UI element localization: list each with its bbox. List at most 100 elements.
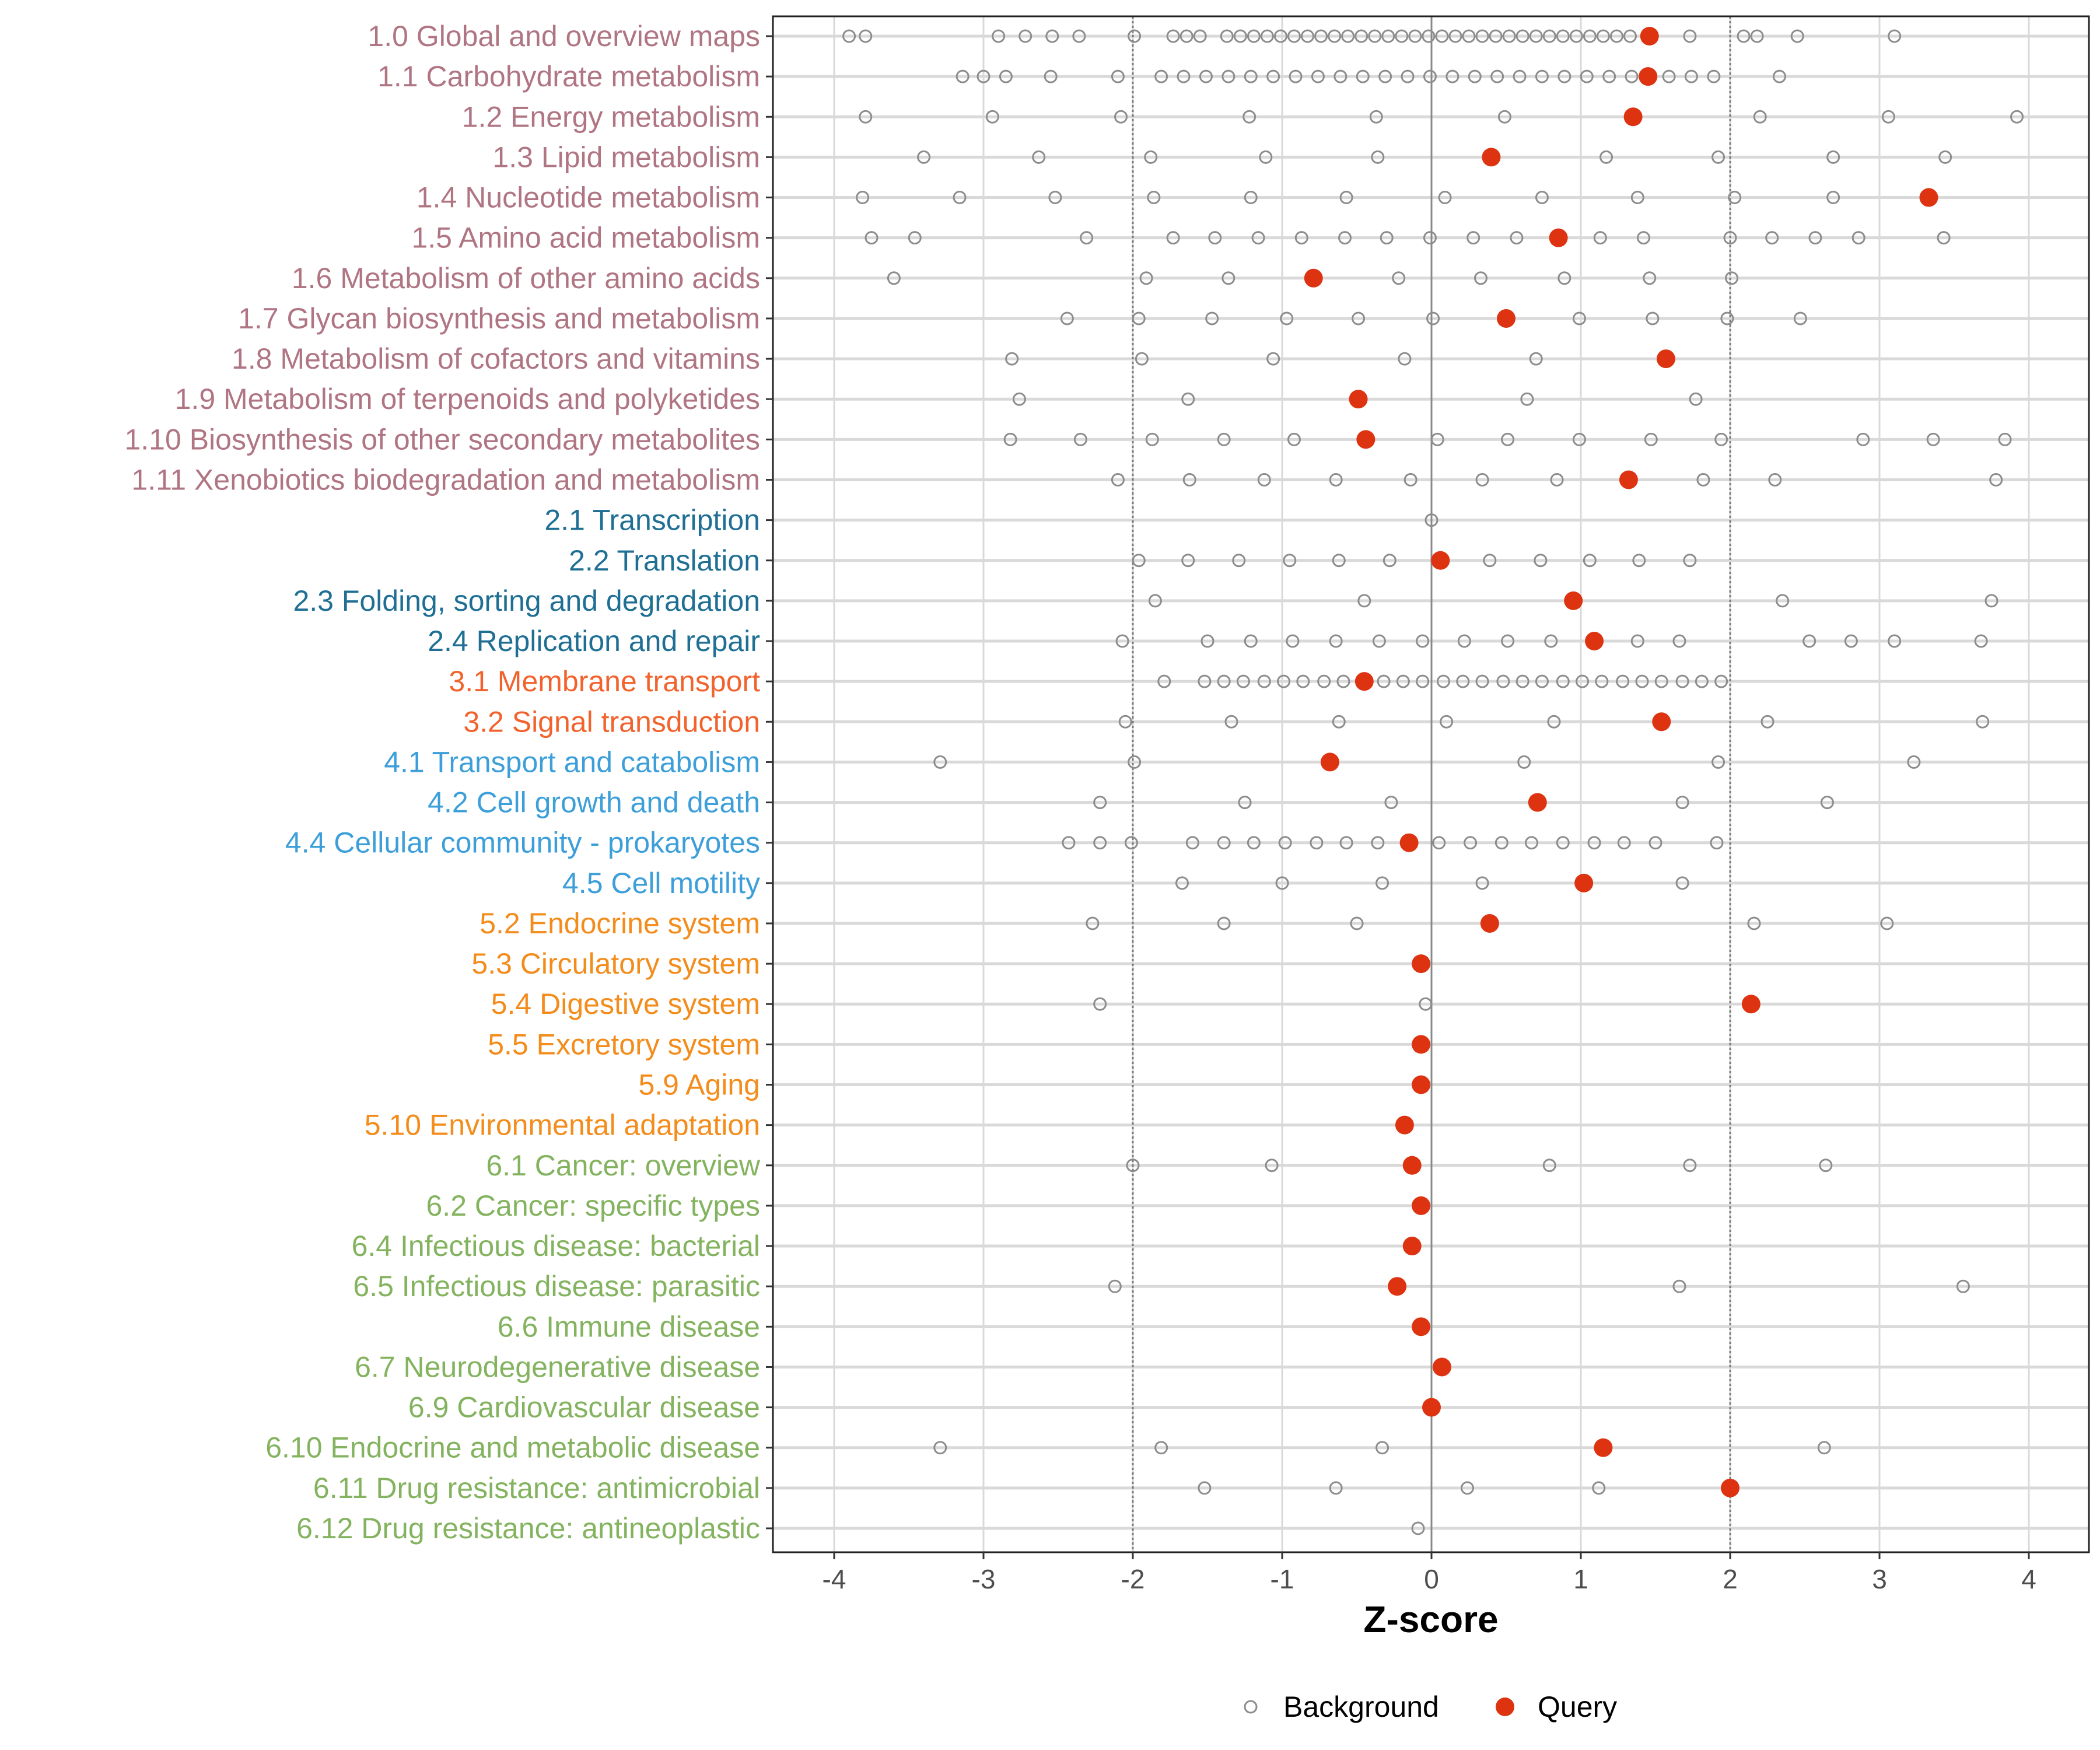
background-point xyxy=(1147,191,1161,205)
background-point xyxy=(1609,29,1623,43)
background-point xyxy=(1424,513,1438,527)
category-label: 6.4 Infectious disease: bacterial xyxy=(352,1230,760,1262)
background-point xyxy=(1080,231,1094,245)
background-point xyxy=(1093,997,1107,1011)
background-point xyxy=(1317,674,1331,688)
category-label: 1.10 Biosynthesis of other secondary met… xyxy=(124,423,760,456)
background-point xyxy=(1976,715,1990,729)
background-point xyxy=(1547,715,1561,729)
background-point xyxy=(956,69,970,83)
background-point xyxy=(1376,1441,1390,1455)
background-point xyxy=(1714,674,1728,688)
x-axis-title: Z-score xyxy=(1363,1598,1498,1640)
background-point xyxy=(953,191,967,205)
query-point xyxy=(1402,1156,1422,1175)
background-point xyxy=(1368,29,1382,43)
background-point xyxy=(1266,352,1280,366)
background-point xyxy=(1464,836,1478,850)
query-point xyxy=(1349,390,1368,409)
background-point xyxy=(1032,150,1046,164)
background-point xyxy=(1644,432,1658,446)
background-point xyxy=(1181,392,1195,406)
background-point xyxy=(1630,634,1644,648)
background-point xyxy=(1283,554,1297,568)
background-point xyxy=(1707,69,1721,83)
background-point xyxy=(1311,69,1325,83)
background-point xyxy=(1419,997,1433,1011)
background-point xyxy=(1426,312,1440,326)
background-point xyxy=(1278,836,1292,850)
query-point xyxy=(1395,1115,1414,1135)
background-point xyxy=(1289,69,1303,83)
background-point xyxy=(1974,634,1988,648)
background-point xyxy=(1273,29,1287,43)
background-point xyxy=(1012,392,1026,406)
background-point xyxy=(1956,1279,1970,1293)
background-point xyxy=(1675,796,1689,810)
background-point xyxy=(1819,1158,1833,1172)
query-point xyxy=(1482,148,1501,167)
background-point xyxy=(1398,352,1412,366)
background-point xyxy=(1535,674,1549,688)
query-point xyxy=(1656,349,1675,369)
background-point xyxy=(1497,110,1511,124)
background-point xyxy=(999,69,1013,83)
background-point xyxy=(1998,432,2012,446)
background-point xyxy=(1339,836,1353,850)
background-point xyxy=(1217,674,1231,688)
background-point xyxy=(1440,715,1454,729)
background-point xyxy=(1404,473,1418,487)
background-point xyxy=(1881,110,1895,124)
background-point xyxy=(1985,594,1999,608)
background-point xyxy=(1516,674,1530,688)
category-label: 1.6 Metabolism of other amino acids xyxy=(292,262,760,295)
background-point xyxy=(1637,231,1651,245)
background-point xyxy=(1475,674,1489,688)
background-point xyxy=(917,150,931,164)
background-point xyxy=(1378,69,1392,83)
background-point xyxy=(1062,836,1076,850)
background-point xyxy=(1224,715,1238,729)
background-point xyxy=(1126,1158,1140,1172)
query-point xyxy=(1528,793,1547,812)
background-point xyxy=(1086,916,1100,930)
query-point xyxy=(1497,309,1516,328)
query-point xyxy=(1741,995,1760,1014)
background-point xyxy=(1154,69,1168,83)
background-point xyxy=(1296,674,1310,688)
background-point xyxy=(1550,473,1564,487)
background-point xyxy=(1265,1158,1279,1172)
background-point xyxy=(1436,674,1450,688)
reference-lines xyxy=(1132,16,1731,1552)
background-point xyxy=(1314,29,1328,43)
background-point xyxy=(1496,674,1510,688)
background-point xyxy=(1525,836,1539,850)
background-point xyxy=(1475,876,1489,890)
background-point xyxy=(1124,836,1138,850)
category-label: 6.10 Endocrine and metabolic disease xyxy=(265,1432,760,1464)
query-point xyxy=(1320,752,1339,772)
category-label: 4.2 Cell growth and death xyxy=(428,786,760,819)
query-point xyxy=(1585,632,1604,651)
background-point xyxy=(1048,191,1062,205)
background-point xyxy=(1422,29,1436,43)
background-point xyxy=(1377,674,1391,688)
background-point xyxy=(1381,29,1395,43)
background-point xyxy=(1236,674,1250,688)
background-point xyxy=(1371,150,1385,164)
background-point xyxy=(1926,432,1940,446)
query-point xyxy=(1574,873,1594,892)
background-point xyxy=(1448,29,1462,43)
background-point xyxy=(1244,191,1258,205)
background-point xyxy=(1257,473,1271,487)
x-tick-label: -1 xyxy=(1270,1564,1294,1594)
background-point xyxy=(1257,674,1271,688)
background-point xyxy=(1005,352,1019,366)
query-point xyxy=(1412,954,1431,974)
background-point xyxy=(1341,29,1355,43)
background-point xyxy=(1737,29,1751,43)
background-point xyxy=(1648,836,1662,850)
query-point xyxy=(1402,1237,1422,1256)
background-point xyxy=(1396,674,1410,688)
background-point xyxy=(1617,836,1631,850)
